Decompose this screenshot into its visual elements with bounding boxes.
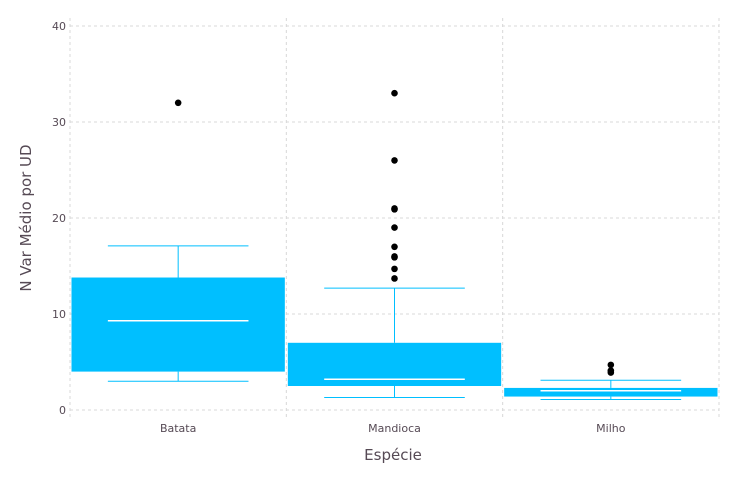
y-tick-labels: 0 10 20 30 40 [52,20,66,417]
y-tick-label: 10 [52,308,66,321]
outlier-point [391,157,398,164]
outlier-point [391,205,398,212]
outlier-point [391,253,398,260]
outlier-point [391,224,398,231]
x-axis-title: Espécie [364,446,422,464]
outlier-point [607,361,615,369]
y-axis-title: N Var Médio por UD [17,144,35,291]
outlier-point [391,265,398,273]
x-tick-labels: Batata Mandioca Milho [160,422,626,435]
x-tick-label: Mandioca [368,422,421,435]
outlier-point [391,89,398,97]
box-milho [504,361,718,400]
y-tick-label: 30 [52,116,66,129]
outlier-point [174,99,182,107]
y-tick-label: 40 [52,20,66,33]
iqr-box [504,387,718,397]
x-tick-label: Milho [596,422,626,435]
y-tick-label: 20 [52,212,66,225]
box-plots [71,89,718,400]
iqr-box [71,277,285,372]
x-tick-label: Batata [160,422,196,435]
y-tick-label: 0 [59,404,66,417]
box-mandioca [287,89,502,399]
outlier-point [391,243,398,251]
outlier-point [607,367,615,374]
outlier-point [391,275,398,282]
box-batata [71,99,285,382]
